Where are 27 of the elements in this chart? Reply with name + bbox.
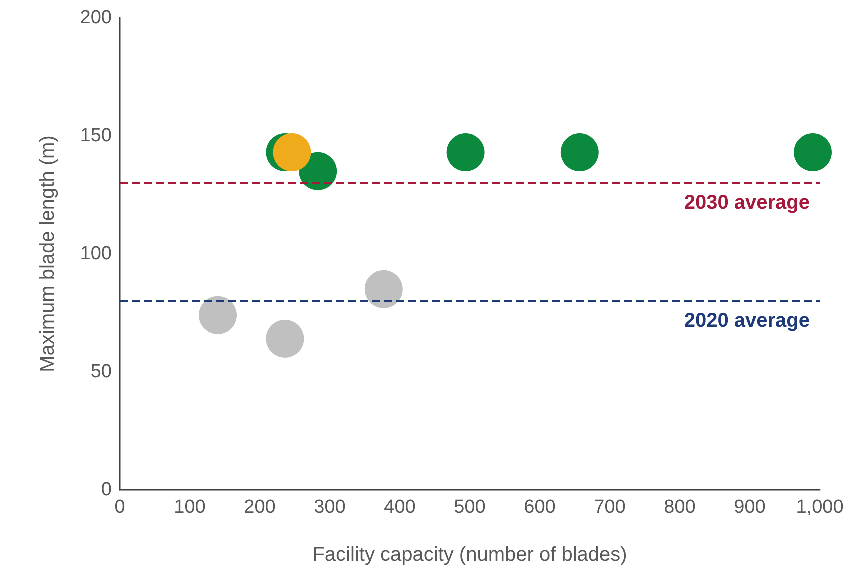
y-tick-label: 100 [80,244,112,264]
point [199,296,237,334]
y-tick-label: 200 [80,8,112,28]
x-tick-label: 200 [244,497,276,518]
x-tick-label: 700 [594,497,626,518]
point [446,134,485,172]
x-axis-title: Facility capacity (number of blades) [312,544,628,566]
x-tick-label: 0 [114,497,126,518]
point [794,134,832,172]
point [364,270,403,308]
y-axis-title: Maximum blade length (m) [37,136,59,372]
x-tick-label: 300 [314,497,346,518]
y-tick-label: 50 [90,362,112,382]
x-tick-label: 400 [384,497,416,518]
x-tick-label: 100 [174,497,206,518]
ref-line-label: 2020 average [684,310,810,332]
x-tick-label: 800 [664,497,696,518]
x-tick-label: 1,000 [796,497,844,518]
y-tick-label: 0 [101,480,112,500]
point [560,134,599,172]
point [273,134,312,172]
y-tick-label: 150 [80,126,112,146]
x-tick-label: 600 [524,497,556,518]
point [266,320,304,358]
x-tick-label: 900 [734,497,766,518]
x-tick-label: 500 [454,497,486,518]
ref-line-label: 2030 average [684,192,810,214]
